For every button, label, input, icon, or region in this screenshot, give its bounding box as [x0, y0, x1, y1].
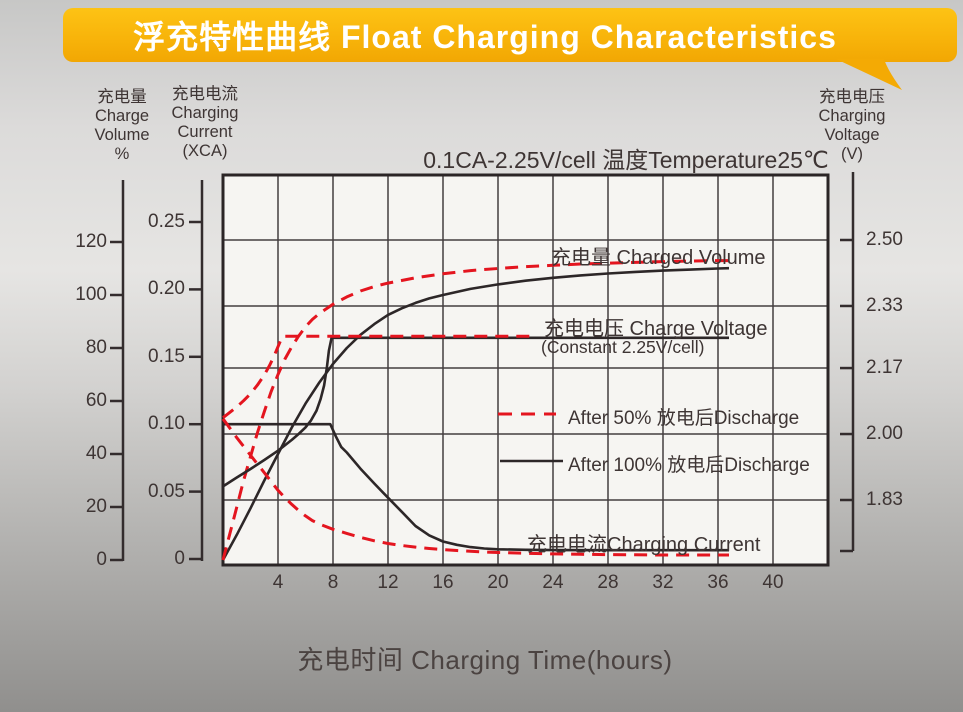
- volume-tick-label: 60: [85, 390, 107, 411]
- x-tick-label: 28: [597, 572, 619, 593]
- legend-after-100-label: After 100% 放电后Discharge: [568, 455, 810, 476]
- x-tick-label: 36: [707, 572, 729, 593]
- curve-charging-current-after-100-discharge: [223, 422, 729, 552]
- axis-header-line: Current: [177, 123, 233, 141]
- volume-tick-label: 40: [85, 443, 107, 464]
- chart-condition-title: 0.1CA-2.25V/cell 温度Temperature25℃: [423, 147, 829, 173]
- axis-header-line: %: [114, 145, 130, 163]
- current-axis-header: 充电电流 Charging Current (XCA): [155, 85, 255, 161]
- axis-header-line: (V): [841, 145, 863, 163]
- voltage-tick-label: 1.83: [866, 489, 903, 510]
- x-tick-label: 16: [432, 572, 454, 593]
- page-title: 浮充特性曲线 Float Charging Characteristics: [133, 19, 837, 55]
- current-tick-label: 0.25: [148, 211, 185, 232]
- volume-tick-label: 20: [85, 496, 107, 517]
- volume-tick-label: 120: [75, 231, 107, 252]
- charge-voltage-sublabel: (Constant 2.25V/cell): [541, 337, 705, 357]
- x-tick-label: 20: [487, 572, 509, 593]
- axis-header-line: 充电电流: [172, 85, 238, 103]
- plot-frame: [221, 173, 830, 567]
- x-tick-label: 32: [652, 572, 674, 593]
- axis-header-line: 充电量: [97, 88, 147, 106]
- current-tick-label: 0.05: [148, 480, 185, 502]
- axis-header-line: 充电电压: [819, 88, 885, 106]
- curve-charged-volume-after-50-discharge: [221, 259, 729, 561]
- plot-background: [223, 175, 828, 565]
- x-tick-label: 12: [377, 572, 399, 593]
- current-tick-label: 0: [174, 548, 185, 569]
- volume-tick-label: 80: [85, 337, 107, 358]
- charge-voltage-label: 充电电压 Charge Voltage: [544, 318, 768, 340]
- volume-tick-label: 100: [75, 284, 107, 305]
- x-tick-label: 24: [542, 572, 564, 593]
- voltage-tick-label: 2.00: [866, 423, 903, 445]
- current-tick-label: 0.15: [148, 345, 185, 367]
- current-tick-label: 0.10: [148, 413, 185, 435]
- axis-header-line: Volume: [94, 126, 150, 144]
- axis-header-line: Charge: [94, 107, 150, 125]
- curve-charging-current-after-50-discharge: [221, 417, 729, 557]
- voltage-tick-label: 2.50: [866, 228, 903, 250]
- title-banner: 浮充特性曲线 Float Charging Characteristics: [63, 8, 957, 62]
- x-axis-title: 充电时间 Charging Time(hours): [297, 645, 673, 675]
- curve-charged-volume-after-100-discharge: [221, 266, 730, 561]
- axis-header-line: Charging: [818, 107, 886, 125]
- x-tick-label: 8: [327, 572, 339, 593]
- volume-tick-label: 0: [96, 549, 107, 570]
- current-tick-label: 0.20: [148, 278, 185, 300]
- x-tick-label: 40: [762, 572, 784, 593]
- axis-header-line: Charging: [171, 104, 239, 122]
- axis-header-line: Voltage: [824, 126, 880, 144]
- voltage-tick-label: 2.17: [866, 357, 903, 379]
- charging-current-label: 充电电流Charging Current: [527, 534, 761, 556]
- voltage-tick-label: 2.33: [866, 294, 903, 316]
- voltage-axis-header: 充电电压 Charging Voltage (V): [802, 88, 902, 164]
- charged-volume-label: 充电量 Charged Volume: [551, 247, 766, 269]
- legend-after-50-label: After 50% 放电后Discharge: [568, 408, 800, 429]
- volume-axis-header: 充电量 Charge Volume%: [72, 88, 172, 164]
- axis-header-line: (XCA): [182, 142, 228, 160]
- x-tick-label: 4: [272, 572, 284, 593]
